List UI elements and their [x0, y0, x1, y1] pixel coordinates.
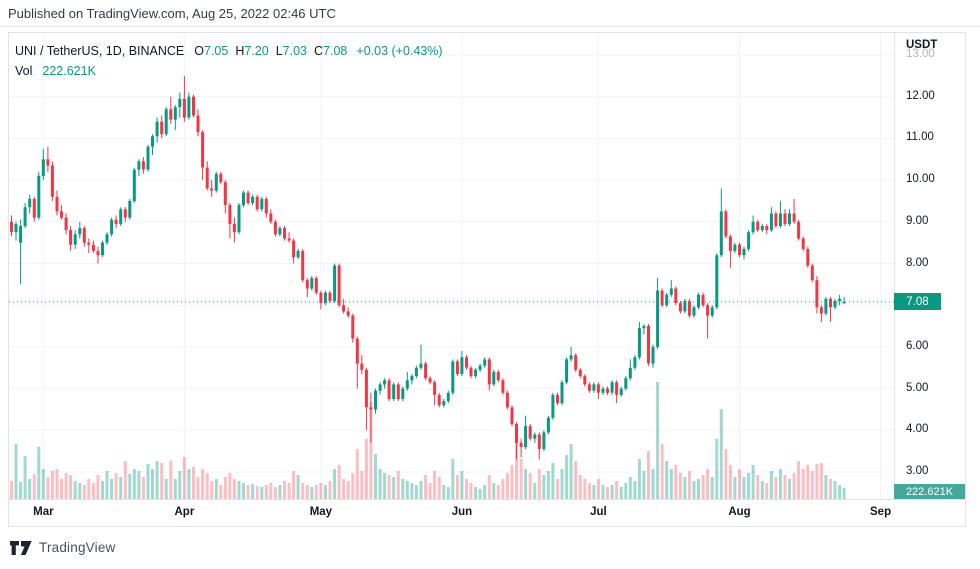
- chart-canvas[interactable]: [9, 33, 894, 499]
- time-axis[interactable]: Mar Apr May Jun Jul Aug Sep: [9, 499, 965, 526]
- price-tick-label: 4.00: [906, 423, 929, 436]
- month-label-jul: Jul: [590, 506, 607, 518]
- currency-label: USDT: [906, 39, 938, 51]
- candlestick-chart[interactable]: UNI / TetherUS, 1D, BINANCE O7.05 H7.20 …: [9, 33, 894, 499]
- tradingview-footer: TradingView: [10, 540, 980, 555]
- month-label-mar: Mar: [33, 506, 54, 518]
- published-bar: Published on TradingView.com, Aug 25, 20…: [0, 0, 980, 27]
- chart-container: UNI / TetherUS, 1D, BINANCE O7.05 H7.20 …: [8, 32, 966, 527]
- tradingview-logo-icon[interactable]: [10, 540, 32, 555]
- month-label-sep: Sep: [870, 506, 892, 518]
- price-tick-label: 6.00: [906, 339, 929, 352]
- last-price-badge: 7.08: [894, 293, 941, 311]
- tradingview-brand-link[interactable]: TradingView: [39, 540, 116, 555]
- volume-badge-text: 222.621K: [905, 485, 954, 498]
- price-axis[interactable]: USDT 7.08 222.621K 13.00 12.00 11.00 10.00 9…: [894, 33, 965, 499]
- price-tick-label: 8.00: [906, 256, 929, 269]
- month-label-apr: Apr: [174, 506, 195, 518]
- price-tick-label: 3.00: [906, 465, 929, 477]
- price-tick-label: 9.00: [906, 214, 929, 227]
- month-label-jun: Jun: [451, 506, 473, 518]
- price-tick-label: 10.00: [906, 173, 935, 186]
- price-tick-label: 5.00: [906, 381, 929, 394]
- price-tick-label: 13.00: [906, 48, 935, 60]
- volume-badge: 222.621K: [894, 484, 965, 499]
- month-label-may: May: [309, 506, 333, 518]
- month-label-aug: Aug: [728, 506, 751, 518]
- price-tick-label: 11.00: [906, 131, 934, 144]
- published-text: Published on TradingView.com, Aug 25, 20…: [8, 5, 336, 21]
- price-tick-label: 12.00: [906, 89, 935, 102]
- last-price-badge-text: 7.08: [906, 295, 929, 308]
